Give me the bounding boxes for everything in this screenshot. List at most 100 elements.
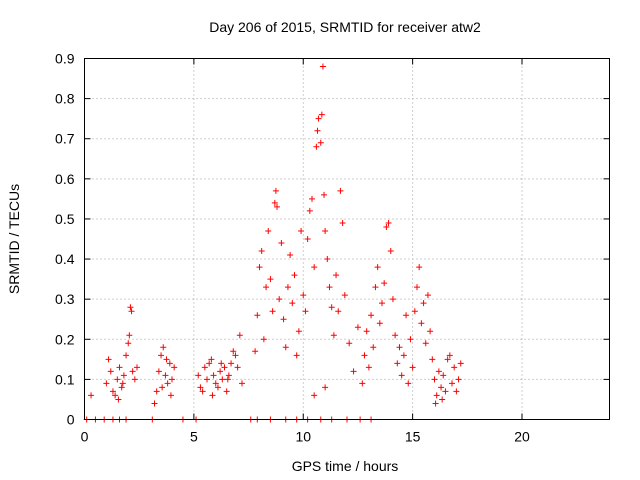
y-tick-label: 0.1	[55, 371, 75, 387]
data-point	[128, 308, 135, 315]
data-point	[318, 111, 325, 118]
data-point	[433, 392, 440, 399]
data-point	[442, 388, 449, 395]
data-point	[319, 63, 326, 70]
data-point	[214, 384, 221, 391]
data-point	[405, 380, 412, 387]
data-point	[400, 352, 407, 359]
x-tick-label: 20	[514, 429, 530, 445]
data-point	[416, 264, 423, 271]
data-point	[120, 372, 127, 379]
data-point	[114, 376, 121, 383]
data-point	[291, 272, 298, 279]
data-point	[276, 296, 283, 303]
data-point	[322, 227, 329, 234]
data-point	[256, 264, 263, 271]
data-point	[209, 392, 216, 399]
data-point	[359, 380, 366, 387]
data-point	[109, 388, 116, 395]
data-point	[271, 199, 278, 206]
data-point	[337, 187, 344, 194]
data-point	[232, 352, 239, 359]
data-point	[394, 360, 401, 367]
data-point	[439, 396, 446, 403]
data-point	[234, 364, 241, 371]
data-point	[383, 223, 390, 230]
data-point	[210, 372, 217, 379]
data-point	[206, 360, 213, 367]
data-point	[199, 388, 206, 395]
data-point	[313, 143, 320, 150]
data-point	[317, 139, 324, 146]
data-point	[164, 380, 171, 387]
data-point	[363, 328, 370, 335]
data-point	[129, 368, 136, 375]
data-point	[265, 227, 272, 234]
data-point	[304, 236, 311, 242]
data-point	[263, 284, 270, 291]
data-point	[239, 380, 245, 387]
data-point	[107, 368, 114, 375]
data-point	[217, 368, 224, 375]
data-point	[361, 352, 368, 359]
data-point	[167, 392, 174, 399]
data-point	[432, 400, 439, 407]
data-point	[260, 336, 267, 343]
data-point	[158, 352, 165, 359]
data-point	[311, 392, 318, 399]
x-tick-label: 15	[405, 429, 421, 445]
plot-frame	[84, 58, 610, 420]
x-tick-label: 10	[295, 429, 311, 445]
data-point	[396, 344, 403, 351]
data-point	[258, 248, 265, 255]
data-point	[335, 308, 342, 315]
data-point	[398, 372, 405, 379]
y-tick-label: 0.8	[55, 91, 75, 107]
data-point	[236, 332, 243, 339]
y-tick-label: 0.3	[55, 291, 75, 307]
data-point	[151, 400, 158, 407]
data-point	[254, 312, 261, 319]
data-point	[392, 332, 399, 339]
data-point	[372, 284, 379, 291]
data-point	[444, 356, 451, 363]
axis-ticks: 0 0.1 0.2 0.3 0.4 0.5 0.6 0.7 0.8 0.9 0 5 10 15 20	[55, 51, 610, 445]
data-point	[322, 384, 329, 391]
data-point	[300, 292, 307, 299]
chart-title: Day 206 of 2015, SRMTID for receiver atw…	[209, 19, 481, 35]
data-point	[125, 340, 132, 347]
data-point	[127, 304, 134, 311]
data-point	[435, 368, 442, 375]
data-point	[269, 308, 276, 315]
data-point	[224, 376, 231, 383]
data-point	[453, 388, 460, 395]
data-point	[457, 360, 464, 367]
data-point	[374, 264, 381, 271]
data-point	[403, 312, 410, 319]
data-point	[162, 372, 169, 379]
data-point	[387, 248, 394, 255]
data-point	[385, 219, 392, 226]
data-point	[230, 348, 237, 355]
data-point	[411, 308, 418, 315]
data-point	[346, 340, 353, 347]
data-point	[379, 300, 385, 307]
data-point	[350, 368, 357, 375]
data-point	[365, 364, 372, 371]
data-point	[131, 376, 138, 383]
y-tick-label: 0	[67, 412, 75, 428]
data-point	[389, 296, 396, 303]
data-point	[306, 207, 313, 214]
data-point	[326, 284, 333, 291]
data-point	[105, 356, 112, 363]
data-point	[218, 360, 225, 367]
data-point	[315, 115, 322, 122]
data-point	[289, 300, 296, 307]
data-point	[376, 320, 383, 327]
data-point	[455, 376, 462, 383]
data-point	[287, 252, 294, 259]
data-point	[333, 272, 340, 279]
data-point	[414, 284, 420, 291]
